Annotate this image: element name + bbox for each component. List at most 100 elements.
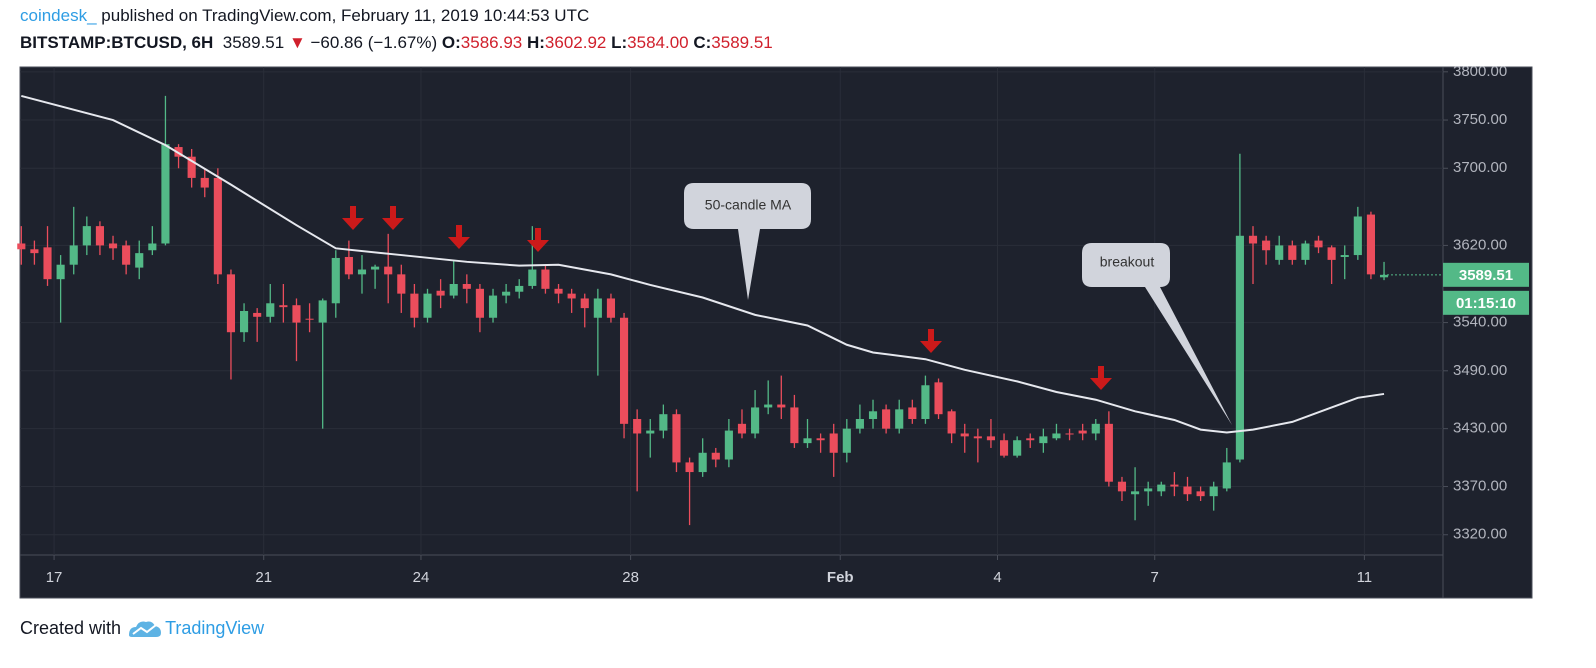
candle-body: [213, 177, 222, 275]
y-tick-label: 3490.00: [1453, 362, 1507, 379]
annotation-text: 50-candle MA: [705, 197, 792, 213]
author[interactable]: coindesk_: [20, 6, 97, 25]
candle-body: [43, 247, 52, 280]
candle-body: [187, 156, 196, 178]
candle-body: [803, 438, 812, 444]
x-tick-label: Feb: [827, 569, 854, 586]
candle-body: [999, 440, 1009, 456]
candle-body: [842, 428, 851, 453]
candle-body: [1013, 440, 1022, 456]
change: −60.86 (−1.67%): [310, 33, 438, 52]
y-tick-label: 3750.00: [1453, 111, 1507, 128]
candle-body: [1327, 247, 1336, 260]
candle-body: [436, 290, 445, 296]
candle-body: [1222, 462, 1231, 489]
candle-body: [1196, 491, 1205, 497]
arrow: [1090, 366, 1112, 390]
candle-body: [1248, 235, 1258, 244]
y-tick-label: 3320.00: [1453, 526, 1507, 543]
grid: [20, 67, 1448, 560]
candle-body: [331, 257, 340, 304]
candle-body: [1078, 430, 1087, 434]
candle-body: [777, 404, 786, 408]
chart: 50-candle MA breakout 3320.00 3370.00 3430…: [17, 63, 1533, 599]
candle-body: [344, 256, 353, 275]
candle-body: [1353, 216, 1362, 256]
countdown-box: [1443, 290, 1529, 315]
candle-body: [960, 433, 969, 437]
price: 3589.51: [222, 33, 285, 52]
candle-body: [1301, 243, 1310, 260]
candle-body: [148, 243, 157, 251]
ohlc-value: 3589.51: [711, 33, 773, 52]
last-price-label: 3589.51: [1459, 267, 1513, 284]
candle-body: [410, 293, 419, 318]
candle-body: [1262, 240, 1271, 251]
candle-body: [161, 144, 170, 244]
annotation-ma: 50-candle MA: [684, 183, 811, 300]
logo: [129, 621, 162, 637]
header-line-2: BITSTAMP:BTCUSD, 6H 3589.51 ▼ −60.86 (−1…: [20, 33, 773, 53]
candle-body: [764, 404, 773, 408]
candle-body: [580, 298, 589, 309]
marks: [17, 94, 1389, 526]
candle-body: [423, 293, 432, 318]
candle-body: [240, 311, 249, 333]
y-tick-label: 3620.00: [1453, 236, 1507, 253]
candle-body: [253, 312, 262, 317]
arrow: [920, 329, 942, 353]
candle-body: [528, 269, 537, 286]
candle-body: [672, 414, 681, 463]
x-tick-label: 24: [413, 569, 430, 586]
candle-body: [1183, 486, 1192, 495]
candle-body: [882, 409, 891, 429]
candle-body: [1104, 423, 1113, 482]
candle-body: [69, 245, 78, 265]
candle-body: [633, 419, 642, 434]
candle-body: [318, 300, 327, 323]
candle-body: [1026, 438, 1035, 441]
candle-body: [226, 274, 236, 333]
y-tick-label: 3700.00: [1453, 159, 1507, 176]
ohlc-value: 3602.92: [544, 33, 607, 52]
candle-body: [554, 288, 563, 294]
candle-body: [502, 291, 511, 296]
candle-body: [829, 433, 838, 453]
candle-body: [17, 243, 26, 250]
candle-body: [108, 243, 118, 249]
chart-frame: [19, 66, 1533, 599]
candle-body: [685, 462, 694, 473]
candle-body: [1091, 423, 1100, 434]
arrow: [448, 225, 470, 249]
arrow: [342, 206, 364, 230]
candle-body: [475, 288, 484, 318]
candle-body: [397, 274, 406, 294]
candle-body: [973, 436, 982, 439]
candle-body: [908, 407, 917, 420]
candle-body: [1065, 433, 1074, 435]
ohlc-label: O:: [441, 33, 461, 52]
candle-body: [122, 245, 131, 265]
candle-body: [30, 249, 39, 254]
candle-body: [737, 423, 747, 434]
candle-body: [1275, 245, 1284, 260]
candle-body: [1288, 245, 1297, 260]
candle-body: [1039, 436, 1048, 444]
candle-body: [659, 414, 668, 431]
x-tick-label: 28: [622, 569, 639, 586]
candle-body: [1366, 214, 1375, 275]
ma-line: [21, 94, 1385, 434]
footer-prefix: Created with: [20, 617, 122, 638]
candle-body: [593, 298, 602, 318]
direction: ▼: [288, 33, 306, 52]
candle-body: [462, 283, 471, 289]
x-tick-label: 7: [1151, 569, 1159, 586]
candle-body: [646, 430, 655, 434]
arrow: [382, 206, 404, 230]
candle-body: [95, 226, 104, 246]
candle-body: [357, 269, 367, 275]
candle-body: [921, 385, 930, 420]
footer-brand[interactable]: TradingView: [165, 617, 265, 638]
candle-body: [1117, 481, 1127, 492]
ohlc-value: 3586.93: [460, 33, 523, 52]
